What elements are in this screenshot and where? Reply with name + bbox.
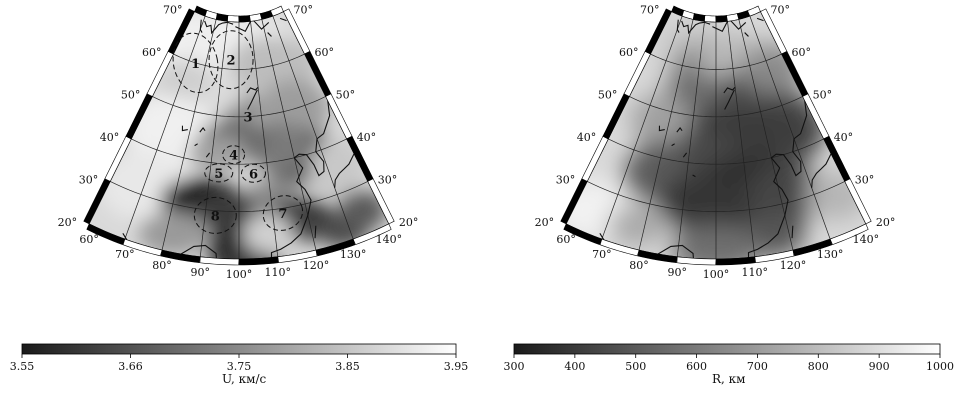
lat-label-right: 40° <box>357 131 377 144</box>
lon-label: 60° <box>79 233 99 246</box>
lat-label-left: 40° <box>577 131 597 144</box>
lon-label: 130° <box>817 248 844 261</box>
lat-label-left: 60° <box>142 46 162 59</box>
lat-label-right: 40° <box>834 131 854 144</box>
region-2-label: 2 <box>227 54 236 69</box>
lat-label-right: 70° <box>770 4 790 17</box>
coordinate-labels: 70° 70°60° 60°50° 50°40° 40°30° 30°20° 20°60°7… <box>58 4 419 281</box>
coastlines <box>122 17 355 259</box>
lon-label: 130° <box>340 248 367 261</box>
region-5-outline <box>204 163 234 183</box>
colorbar-tick-label: 400 <box>564 360 585 373</box>
region-2-outline <box>208 30 254 90</box>
radius-map: 70° 70°60° 60°50° 50°40° 40°30° 30°20° 20°60°7… <box>504 4 955 373</box>
colorbar-tick-label: 600 <box>686 360 707 373</box>
radius-colorbar: 300 400 500 600 700 800 900 1000 <box>504 343 954 373</box>
lon-label: 70° <box>592 248 612 261</box>
lat-label-right: 60° <box>792 46 812 59</box>
lon-label: 70° <box>115 248 135 261</box>
lat-label-left: 60° <box>619 46 639 59</box>
map-frame <box>83 5 395 266</box>
colorbar-tick-label: 700 <box>747 360 768 373</box>
coordinate-labels: 70° 70°60° 60°50° 50°40° 40°30° 30°20° 20°60°7… <box>535 4 896 281</box>
colorbar-tick-label: 3.95 <box>444 360 469 373</box>
region-4-outline <box>222 145 246 165</box>
colorbar-tick-label: 3.66 <box>118 360 143 373</box>
lon-label: 90° <box>191 266 211 279</box>
lat-label-left: 50° <box>598 88 618 101</box>
lon-label: 60° <box>556 233 576 246</box>
map-frame <box>560 5 872 266</box>
lon-label: 140° <box>376 233 403 246</box>
lon-label: 110° <box>264 266 291 279</box>
lat-label-left: 20° <box>58 216 78 229</box>
lat-label-left: 70° <box>163 4 183 17</box>
lat-label-left: 40° <box>100 131 120 144</box>
region-8-outline <box>193 196 237 234</box>
lon-label: 120° <box>780 259 807 272</box>
lat-label-right: 70° <box>293 4 313 17</box>
velocity-colorbar: 3.55 3.66 3.75 3.85 3.95 <box>10 343 469 373</box>
region-7-outline <box>262 195 304 231</box>
lon-label: 90° <box>668 266 688 279</box>
lon-label: 80° <box>629 259 649 272</box>
colorbar-tick-label: 300 <box>504 360 525 373</box>
lat-label-left: 30° <box>79 173 99 186</box>
colorbar-tick-label: 3.55 <box>10 360 35 373</box>
lat-label-left: 30° <box>556 173 576 186</box>
radius-colorbar-title: R, км <box>712 372 746 386</box>
colorbar-tick-label: 900 <box>869 360 890 373</box>
region-4-label: 4 <box>229 149 238 164</box>
lon-label: 100° <box>226 268 253 281</box>
region-7-label: 7 <box>278 207 287 222</box>
velocity-colorbar-title: U, км/с <box>222 372 267 386</box>
lat-label-right: 20° <box>876 216 896 229</box>
lat-label-left: 20° <box>535 216 555 229</box>
region-6-outline <box>240 163 266 183</box>
lat-label-right: 30° <box>855 173 875 186</box>
velocity-map: 70° 70°60° 60°50° 50°40° 40°30° 30°20° 20°60°7… <box>10 4 469 373</box>
velocity-map-panel: 70° 70° 60° 60° 50° 50° 40° 40° 30° 30° 20° 20° 60° 7… <box>0 0 478 390</box>
radius-map-panel: 70° 70° 60° 60° 50° 50° 40° 40° 30° 30° 20° 20° 60° 7… <box>478 0 955 390</box>
lat-label-right: 30° <box>378 173 398 186</box>
colorbar-tick-label: 800 <box>808 360 829 373</box>
lat-label-right: 60° <box>315 46 335 59</box>
colorbar-tick-label: 3.75 <box>227 360 252 373</box>
region-1-label: 1 <box>191 57 200 72</box>
lon-label: 140° <box>853 233 880 246</box>
region-6-label: 6 <box>249 167 258 182</box>
lon-label: 110° <box>741 266 768 279</box>
lat-label-left: 70° <box>640 4 660 17</box>
lon-label: 100° <box>703 268 730 281</box>
numbered-regions: 1 2 3 45 6 7 8 <box>172 30 304 234</box>
colorbar-tick-label: 500 <box>625 360 646 373</box>
lat-label-right: 20° <box>399 216 419 229</box>
colorbar-tick-label: 3.85 <box>335 360 360 373</box>
region-5-label: 5 <box>214 167 223 182</box>
colorbar-tick-label: 1000 <box>926 360 954 373</box>
lon-label: 120° <box>303 259 330 272</box>
lat-label-right: 50° <box>336 88 356 101</box>
lat-label-right: 50° <box>813 88 833 101</box>
lon-label: 80° <box>152 259 172 272</box>
lat-label-left: 50° <box>121 88 141 101</box>
region-8-label: 8 <box>211 209 220 224</box>
region-3-label: 3 <box>243 111 252 126</box>
region-1-outline <box>172 32 219 94</box>
